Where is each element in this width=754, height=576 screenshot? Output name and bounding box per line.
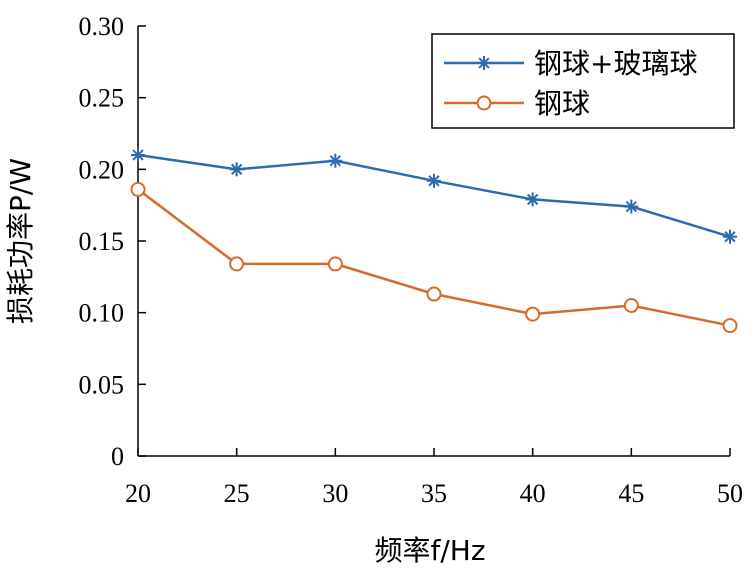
legend-box [431, 33, 735, 129]
y-tick-label: 0.25 [79, 84, 125, 113]
data-point [525, 192, 540, 207]
x-axis-title: 频率f/Hz [374, 534, 485, 567]
legend-item: 钢球 [444, 87, 590, 120]
x-tick-label: 30 [322, 479, 348, 508]
data-point [624, 199, 639, 214]
legend-label: 钢球 [534, 87, 590, 120]
plot-area [130, 148, 738, 334]
data-point [722, 318, 738, 334]
data-point [327, 256, 343, 272]
y-tick-label: 0.10 [79, 299, 125, 328]
y-axis-title: 损耗功率P/W [4, 158, 37, 324]
x-ticks: 20 25 30 35 40 45 50 [125, 448, 743, 508]
x-tick-label: 40 [520, 479, 546, 508]
x-tick-label: 25 [224, 479, 250, 508]
y-tick-label: 0.15 [79, 227, 125, 256]
y-tick-label: 0.05 [79, 370, 125, 399]
data-point [130, 181, 146, 197]
data-point [623, 298, 639, 313]
y-tick-label: 0.20 [79, 155, 125, 184]
data-point [229, 162, 244, 177]
legend-marker [476, 95, 492, 111]
data-point [426, 286, 442, 302]
data-point [525, 306, 541, 322]
legend-marker [477, 56, 491, 70]
data-point [131, 148, 145, 162]
x-tick-label: 35 [421, 479, 447, 508]
x-tick-label: 45 [618, 479, 644, 508]
data-point [328, 153, 343, 168]
legend-item: 钢球+玻璃球 [444, 47, 697, 80]
data-point [723, 229, 737, 244]
data-point [229, 256, 245, 272]
legend-label: 钢球+玻璃球 [534, 47, 697, 80]
y-tick-label: 0.30 [79, 12, 125, 41]
y-tick-label: 0 [111, 442, 124, 471]
series-line-1 [137, 153, 731, 238]
data-point [427, 173, 441, 188]
x-tick-label: 50 [717, 479, 743, 508]
x-tick-label: 20 [125, 479, 151, 508]
y-ticks: 0 0.05 0.10 0.15 0.20 0.25 0.30 [79, 12, 146, 471]
